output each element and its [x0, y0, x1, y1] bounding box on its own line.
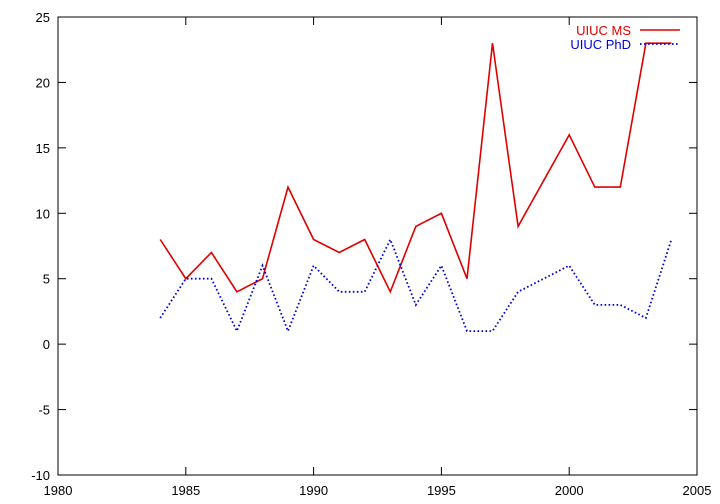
axes: 1980 1985 1990 1995 2000 2005 -10 -5 0 5 10 15 20 25: [31, 10, 711, 498]
series-layer: [159, 42, 673, 334]
series-line-0: [159, 42, 672, 294]
legend-label-1: UIUC PhD: [570, 37, 631, 52]
y-tick-label: -5: [38, 403, 50, 418]
x-tick-label: 1995: [427, 483, 456, 498]
x-tick-label: 1985: [171, 483, 200, 498]
series-line-1: [159, 237, 673, 334]
y-tick-label: 5: [43, 272, 50, 287]
y-tick-label: -10: [31, 468, 50, 483]
y-tick-label: 0: [43, 337, 50, 352]
plot-frame: [57, 16, 698, 476]
x-tick-label: 1990: [299, 483, 328, 498]
y-tick-label: 10: [36, 206, 50, 221]
y-tick-label: 25: [36, 10, 50, 25]
legend-label-0: UIUC MS: [576, 23, 631, 38]
x-tick-label: 2005: [683, 483, 712, 498]
y-tick-label: 20: [36, 75, 50, 90]
x-tick-label: 2000: [555, 483, 584, 498]
x-tick-label: 1980: [44, 483, 73, 498]
y-tick-label: 15: [36, 141, 50, 156]
